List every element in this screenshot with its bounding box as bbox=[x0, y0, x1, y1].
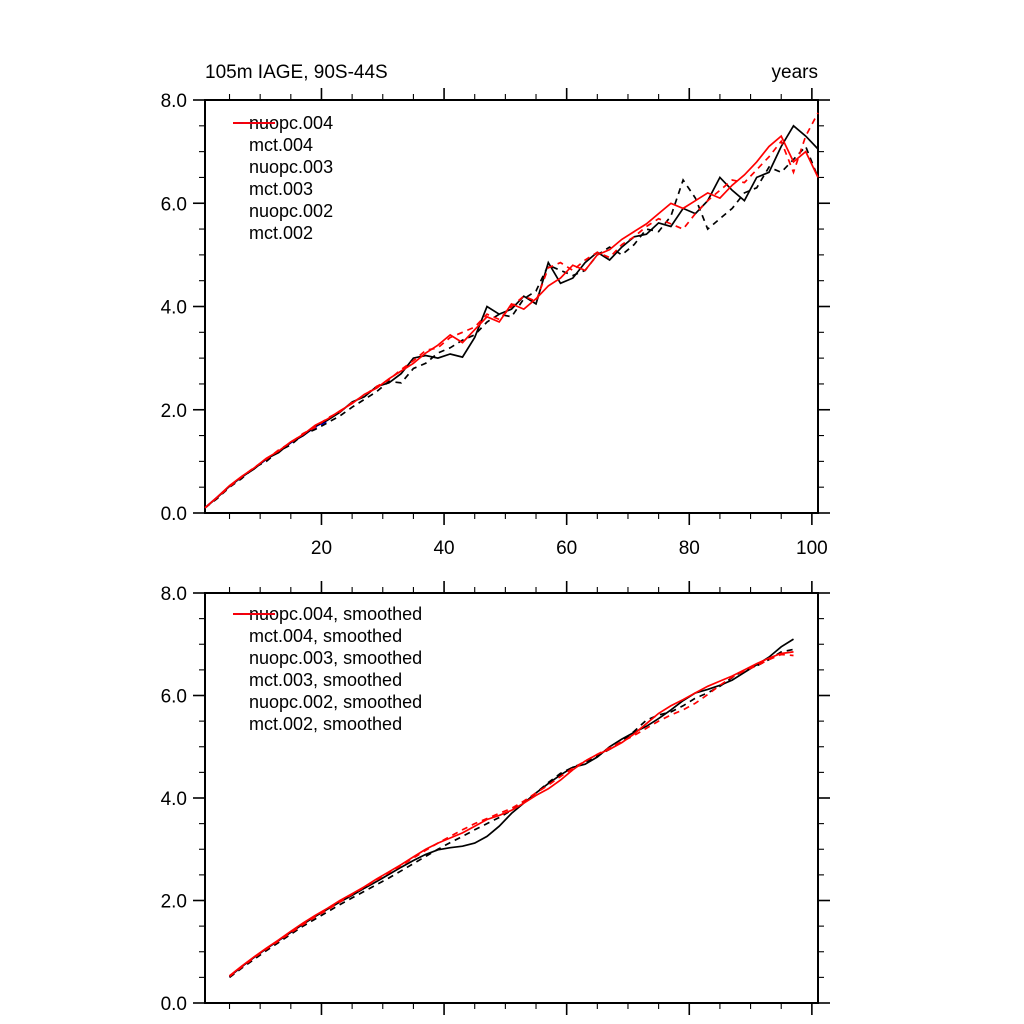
legend-item: mct.004 bbox=[231, 122, 333, 156]
legend-top-chart: nuopc.004 mct.004 nuopc.003 mct.003 nuopc.00… bbox=[231, 112, 333, 244]
legend-item: mct.003, smoothed bbox=[231, 613, 422, 691]
legend-label: mct.003, smoothed bbox=[249, 670, 403, 690]
bottom-chart: 0.0 2.0 4.0 6.0 8.0 bbox=[161, 581, 830, 1015]
legend-item: nuopc.002, smoothed bbox=[231, 613, 423, 713]
y-tick-label: 8.0 bbox=[161, 584, 187, 605]
legend-label: nuopc.004 bbox=[249, 113, 334, 133]
series-line-nuopc.002-smoothed bbox=[228, 651, 794, 977]
legend-label: mct.002, smoothed bbox=[249, 714, 403, 734]
legend-item: mct.002, smoothed bbox=[231, 613, 422, 735]
y-tick-label: 0.0 bbox=[161, 994, 187, 1015]
x-tick-label: 100 bbox=[796, 538, 828, 559]
series-line-mct.003 bbox=[204, 420, 329, 509]
legend-item: mct.004, smoothed bbox=[231, 613, 422, 647]
series-line-mct.002 bbox=[204, 112, 819, 509]
x-tick-label: 80 bbox=[679, 538, 700, 559]
y-tick-label: 2.0 bbox=[161, 892, 187, 913]
legend-item: mct.002 bbox=[231, 122, 333, 244]
legend-item: nuopc.002 bbox=[231, 122, 334, 222]
legend-label: mct.004, smoothed bbox=[249, 626, 403, 646]
y-tick-label: 6.0 bbox=[161, 194, 187, 215]
series-line-mct.004 bbox=[204, 144, 819, 509]
series-line-mct.002-smoothed bbox=[228, 653, 794, 978]
y-tick-label: 4.0 bbox=[161, 298, 187, 319]
legend-item: nuopc.003 bbox=[231, 122, 334, 178]
legend-label: mct.003 bbox=[249, 179, 314, 199]
top-chart: 20 40 60 80 100 0.0 2.0 4.0 6.0 8.0 bbox=[161, 88, 830, 559]
series-line-mct.004-smoothed bbox=[228, 648, 794, 979]
series-line-nuopc.004 bbox=[204, 124, 819, 509]
legend-dashed-line-swatch bbox=[233, 613, 275, 615]
legend-item: mct.003 bbox=[231, 122, 333, 200]
series-line-nuopc.002 bbox=[204, 134, 819, 509]
y-tick-label: 8.0 bbox=[161, 91, 187, 112]
legend-label: nuopc.003, smoothed bbox=[249, 648, 423, 668]
legend-bottom-chart: nuopc.004, smoothed mct.004, smoothed nuop… bbox=[231, 603, 422, 735]
y-tick-label: 4.0 bbox=[161, 789, 187, 810]
series-line-nuopc.003 bbox=[204, 419, 329, 509]
legend-item: nuopc.003, smoothed bbox=[231, 613, 423, 669]
y-tick-label: 0.0 bbox=[161, 504, 187, 525]
legend-label: nuopc.004, smoothed bbox=[249, 604, 423, 624]
legend-dashed-line-swatch bbox=[233, 122, 275, 124]
legend-label: nuopc.003 bbox=[249, 157, 334, 177]
x-axis-units-label: years bbox=[771, 62, 818, 83]
legend-label: mct.002 bbox=[249, 223, 314, 243]
x-tick-label: 40 bbox=[433, 538, 454, 559]
axis-ticks bbox=[193, 581, 830, 1015]
legend-label: mct.004 bbox=[249, 135, 314, 155]
chart-title: 105m IAGE, 90S-44S bbox=[205, 62, 388, 83]
x-tick-label: 60 bbox=[556, 538, 577, 559]
legend-label: nuopc.002 bbox=[249, 201, 334, 221]
axis-ticks bbox=[193, 88, 830, 525]
x-tick-label: 20 bbox=[311, 538, 332, 559]
y-tick-label: 6.0 bbox=[161, 687, 187, 708]
legend-label: nuopc.002, smoothed bbox=[249, 692, 423, 712]
y-tick-label: 2.0 bbox=[161, 401, 187, 422]
